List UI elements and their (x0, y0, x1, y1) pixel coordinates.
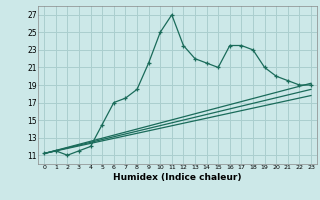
X-axis label: Humidex (Indice chaleur): Humidex (Indice chaleur) (113, 173, 242, 182)
